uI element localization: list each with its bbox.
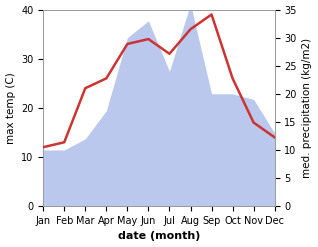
Y-axis label: med. precipitation (kg/m2): med. precipitation (kg/m2) [302, 38, 313, 178]
Y-axis label: max temp (C): max temp (C) [5, 72, 16, 144]
X-axis label: date (month): date (month) [118, 231, 200, 242]
